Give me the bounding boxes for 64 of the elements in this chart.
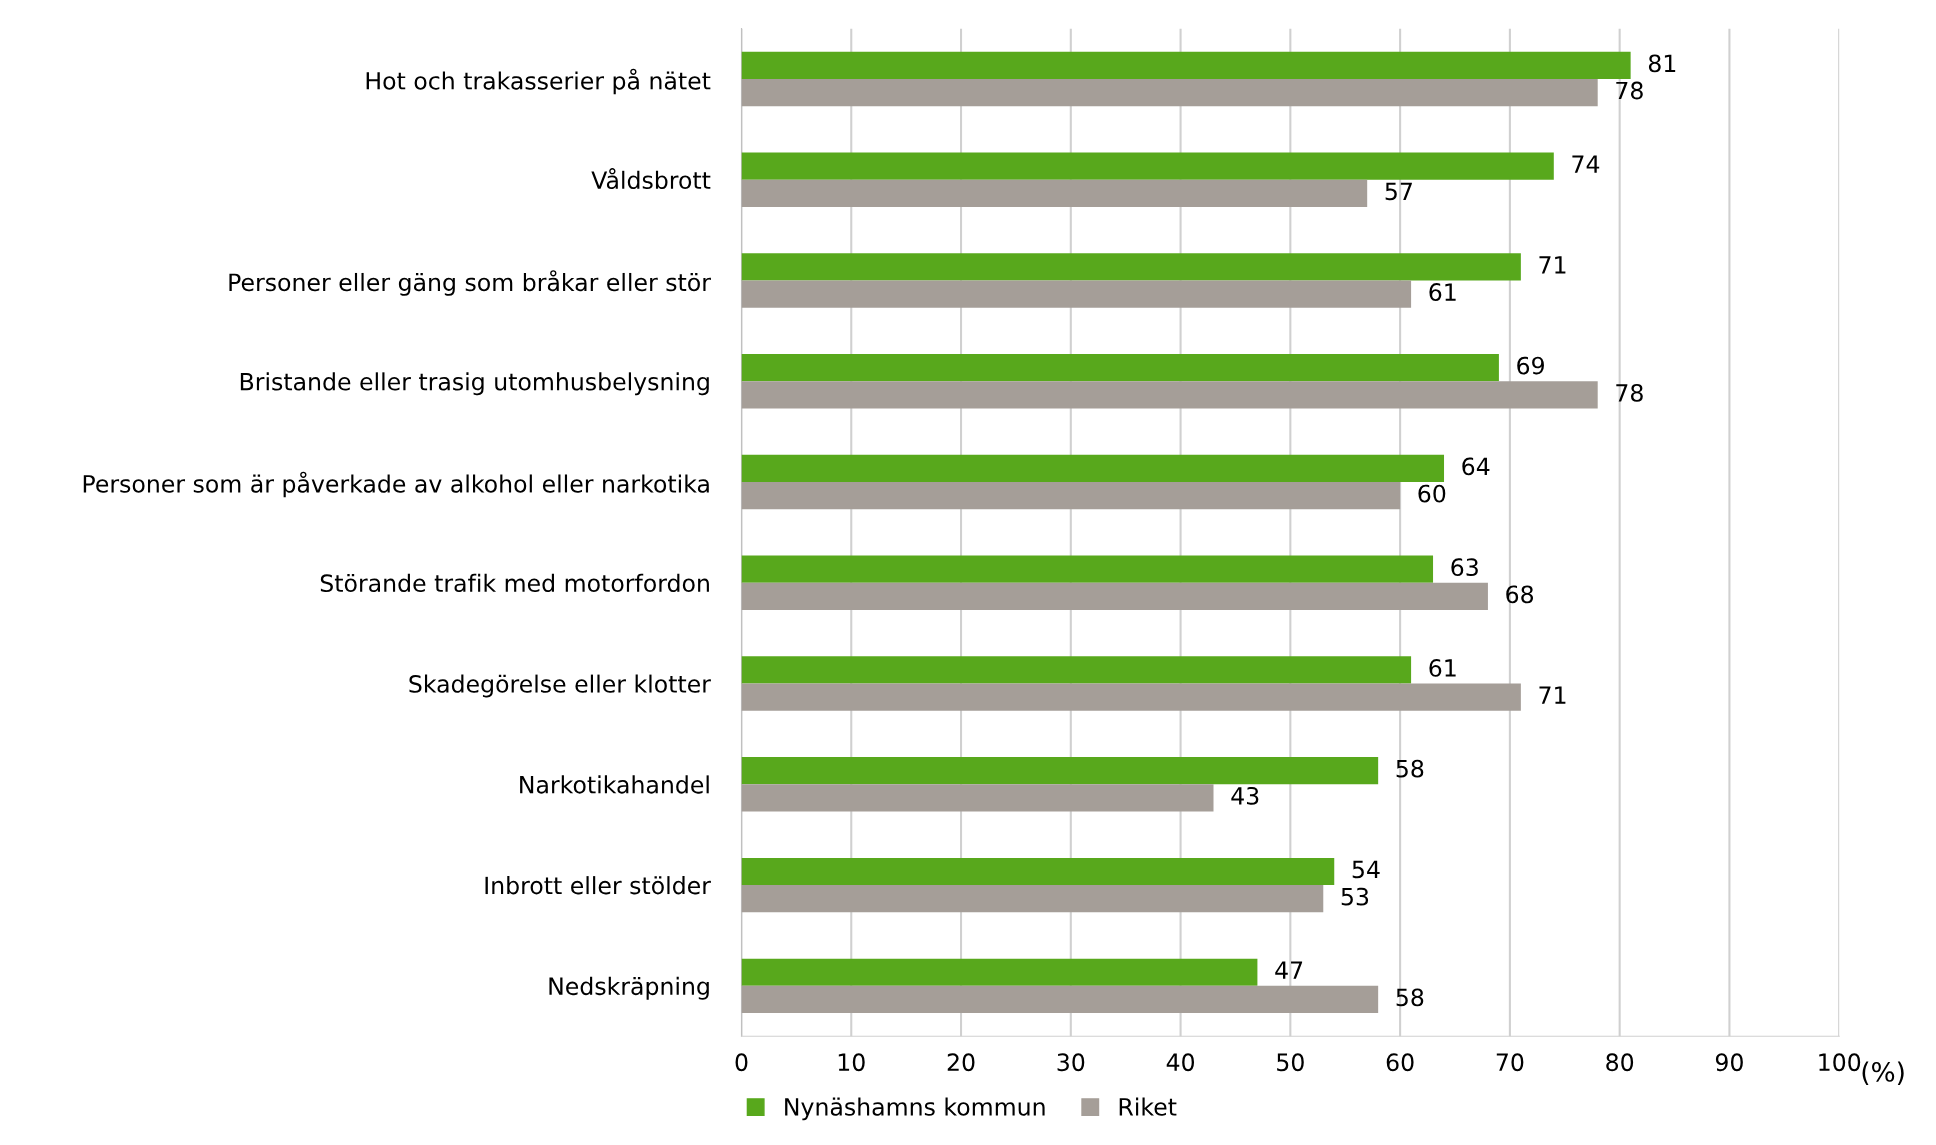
bar: [741, 958, 1258, 986]
bar: [741, 51, 1631, 79]
x-tick-label: 50: [1277, 1053, 1304, 1072]
legend-label: Riket: [1119, 1097, 1177, 1116]
x-tick-label: 80: [1606, 1053, 1634, 1072]
bar: [741, 179, 1368, 207]
bar: [741, 656, 1412, 684]
bar: [741, 454, 1445, 483]
bar: [741, 354, 1499, 382]
x-tick-label: 60: [1386, 1053, 1414, 1072]
bar: [741, 683, 1521, 711]
data-label: 69: [1517, 356, 1544, 375]
data-label: 60: [1418, 484, 1446, 503]
y-tick-label: Personer eller gäng som bråkar eller stör: [229, 270, 711, 296]
bar: [741, 757, 1379, 785]
bar: [741, 857, 1335, 886]
x-tick-label: 20: [947, 1053, 975, 1072]
bar: [741, 985, 1379, 1014]
y-tick-label: Störande trafik med motorfordon: [320, 573, 709, 593]
data-label: 64: [1462, 457, 1490, 476]
bar: [741, 152, 1554, 180]
x-tick-label: 100: [1819, 1053, 1861, 1072]
data-label: 53: [1341, 887, 1369, 906]
y-tick-label: Narkotikahandel: [520, 775, 709, 794]
legend-label: Nynäshamns kommun: [785, 1097, 1045, 1121]
data-label: 43: [1231, 786, 1259, 805]
data-label: 71: [1539, 256, 1566, 274]
data-label: 57: [1385, 182, 1412, 201]
data-label: 63: [1451, 558, 1478, 577]
x-tick-label: 70: [1496, 1053, 1524, 1072]
y-tick-label: Våldsbrott: [591, 168, 711, 190]
data-label: 68: [1506, 585, 1534, 604]
bar: [741, 79, 1598, 107]
bar: [741, 280, 1412, 308]
data-label: 47: [1275, 961, 1303, 979]
data-label: 81: [1648, 54, 1676, 73]
data-label: 58: [1396, 988, 1424, 1007]
x-tick-label: 30: [1057, 1053, 1085, 1072]
data-label: 78: [1616, 383, 1643, 402]
bar: [741, 885, 1324, 913]
y-tick-label: Inbrott eller stölder: [485, 876, 711, 895]
x-tick-label: 10: [838, 1053, 865, 1072]
data-label: 61: [1429, 658, 1456, 677]
y-tick-label: Bristande eller trasig utomhusbelysning: [240, 372, 709, 396]
bar: [741, 482, 1401, 510]
bar: [741, 784, 1214, 812]
x-tick-label: 90: [1715, 1053, 1743, 1072]
data-label: 74: [1572, 155, 1600, 173]
y-tick-label: Personer som är påverkade av alkohol eller narkotika: [83, 471, 709, 498]
bar: [741, 555, 1434, 583]
data-label: 61: [1429, 283, 1456, 301]
bar: [741, 253, 1521, 281]
data-label: 78: [1616, 81, 1643, 100]
x-tick-label: 40: [1166, 1053, 1195, 1072]
bar: [741, 582, 1488, 611]
bar: [741, 381, 1598, 409]
y-tick-label: Nedskräpning: [549, 976, 709, 1000]
data-label: 58: [1396, 759, 1424, 778]
x-tick-label: 0: [735, 1053, 748, 1072]
y-tick-label: Skadegörelse eller klotter: [409, 674, 711, 698]
y-tick-label: Hot och trakasserier på nätet: [366, 68, 711, 95]
data-label: 71: [1539, 686, 1566, 704]
x-axis-title: (%): [1862, 1061, 1904, 1085]
data-label: 54: [1352, 860, 1380, 879]
